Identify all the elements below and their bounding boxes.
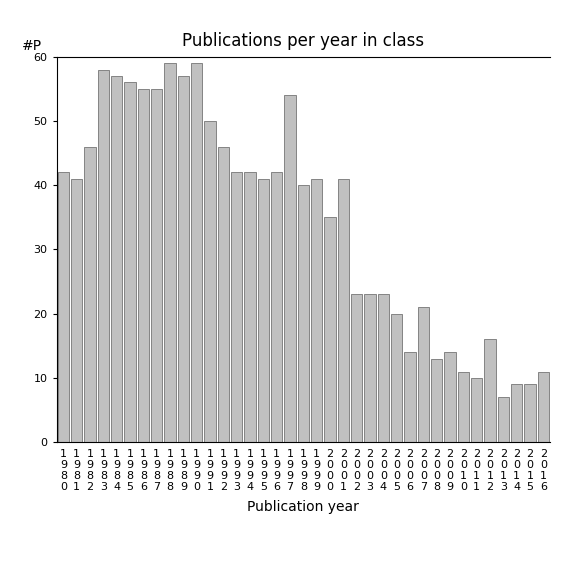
Bar bbox=[244, 172, 256, 442]
Bar bbox=[471, 378, 483, 442]
Bar bbox=[538, 371, 549, 442]
Bar bbox=[404, 352, 416, 442]
Bar bbox=[271, 172, 282, 442]
Bar bbox=[351, 294, 362, 442]
Bar bbox=[458, 371, 469, 442]
X-axis label: Publication year: Publication year bbox=[247, 501, 359, 514]
Bar bbox=[151, 89, 162, 442]
Bar bbox=[498, 397, 509, 442]
Title: Publications per year in class: Publications per year in class bbox=[182, 32, 425, 49]
Bar bbox=[204, 121, 215, 442]
Bar bbox=[511, 384, 522, 442]
Bar bbox=[484, 340, 496, 442]
Bar bbox=[418, 307, 429, 442]
Bar bbox=[191, 63, 202, 442]
Bar bbox=[445, 352, 456, 442]
Bar bbox=[524, 384, 536, 442]
Bar bbox=[257, 179, 269, 442]
Bar bbox=[218, 147, 229, 442]
Bar bbox=[177, 76, 189, 442]
Bar bbox=[431, 359, 442, 442]
Bar bbox=[378, 294, 389, 442]
Bar bbox=[98, 70, 109, 442]
Bar bbox=[58, 172, 69, 442]
Bar bbox=[284, 95, 295, 442]
Bar bbox=[84, 147, 96, 442]
Bar bbox=[338, 179, 349, 442]
Bar bbox=[311, 179, 323, 442]
Bar bbox=[365, 294, 376, 442]
Bar bbox=[71, 179, 82, 442]
Text: #P: #P bbox=[22, 39, 43, 53]
Bar bbox=[324, 217, 336, 442]
Bar bbox=[298, 185, 309, 442]
Bar bbox=[124, 82, 136, 442]
Bar bbox=[391, 314, 403, 442]
Bar bbox=[164, 63, 176, 442]
Bar bbox=[138, 89, 149, 442]
Bar bbox=[111, 76, 122, 442]
Bar bbox=[231, 172, 242, 442]
